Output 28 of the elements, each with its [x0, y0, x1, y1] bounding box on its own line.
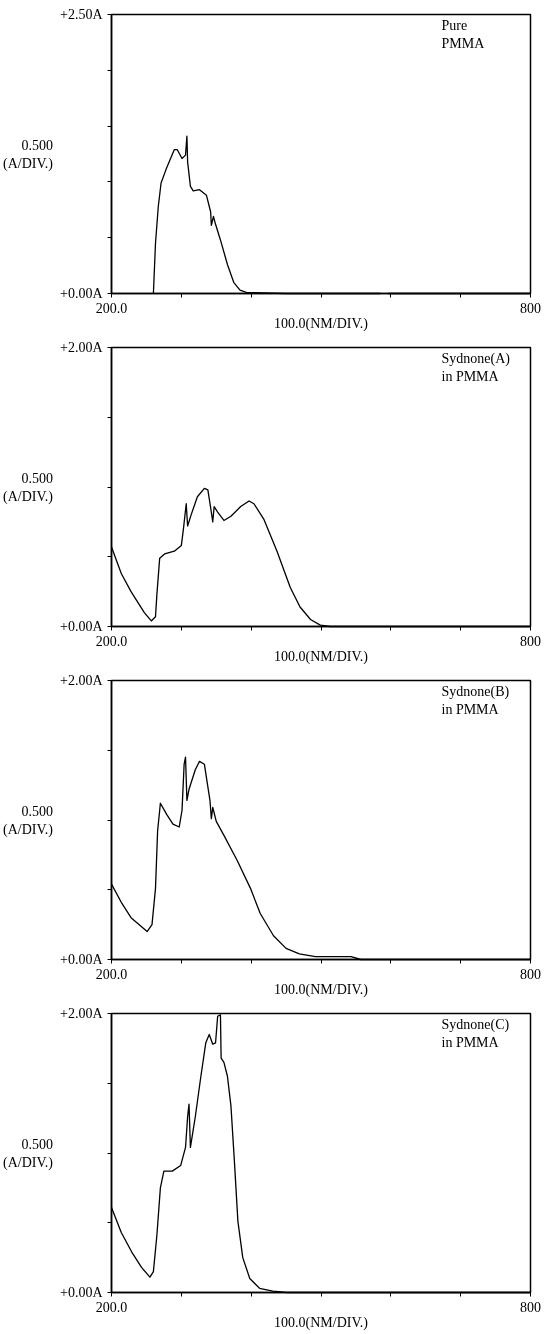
annotation: Sydnone(B) in PMMA: [441, 683, 510, 717]
y-axis-title: 0.500 (A/DIV.): [3, 803, 54, 838]
y-axis-title: 0.500 (A/DIV.): [3, 137, 54, 172]
y-tick-label: +2.00A: [59, 1006, 104, 1021]
annotation: Sydnone(A) in PMMA: [441, 350, 511, 384]
y-axis-title: 0.500 (A/DIV.): [3, 470, 54, 505]
x-axis-title: 100.0(NM/DIV.): [274, 981, 369, 998]
annotation: Sydnone(C) in PMMA: [441, 1016, 510, 1050]
y-tick-label: +0.00A: [59, 952, 104, 967]
y-tick-label: +2.50A: [59, 7, 104, 22]
x-axis-title: 100.0(NM/DIV.): [274, 648, 369, 665]
x-axis-title: 100.0(NM/DIV.): [274, 1314, 369, 1331]
x-tick-label: 800: [520, 966, 541, 982]
x-axis-title: 100.0(NM/DIV.): [274, 315, 369, 332]
x-tick-label: 800: [520, 633, 541, 649]
y-axis-title: 0.500 (A/DIV.): [3, 1136, 54, 1171]
annotation: Pure PMMA: [441, 17, 486, 51]
x-tick-label: 200.0: [95, 300, 128, 316]
y-tick-label: +2.00A: [59, 340, 104, 355]
y-tick-label: +0.00A: [59, 619, 104, 634]
y-tick-label: +0.00A: [59, 1285, 104, 1300]
x-tick-label: 800: [520, 1299, 541, 1315]
x-tick-label: 800: [520, 300, 541, 316]
x-tick-label: 200.0: [95, 966, 128, 982]
y-tick-label: +2.00A: [59, 673, 104, 688]
x-tick-label: 200.0: [95, 633, 128, 649]
y-tick-label: +0.00A: [59, 286, 104, 301]
x-tick-label: 200.0: [95, 1299, 128, 1315]
